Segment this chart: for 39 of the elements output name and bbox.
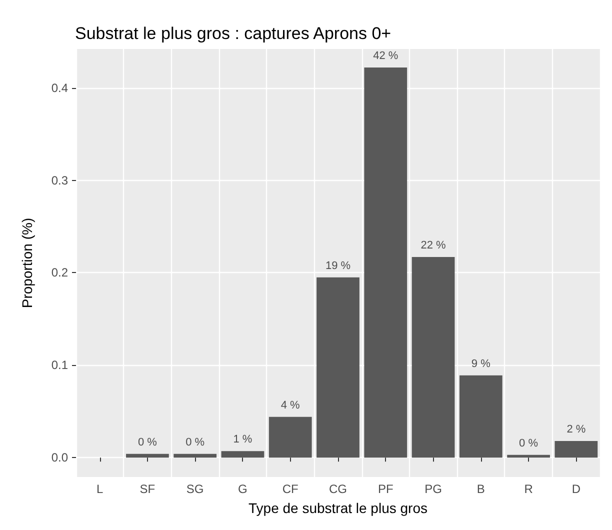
bar	[554, 440, 598, 458]
y-tick-label: 0.1	[51, 358, 68, 372]
data-label: 42 %	[373, 50, 398, 62]
x-tick-label: L	[96, 482, 104, 496]
data-label: 22 %	[420, 239, 446, 252]
x-tick-label: D	[572, 482, 581, 496]
x-tick-label: PF	[378, 482, 394, 496]
chart-title: Substrat le plus gros : captures Aprons 0+	[75, 24, 392, 43]
data-label: 19 %	[325, 260, 351, 272]
x-tick-label: PG	[424, 482, 442, 496]
bar	[221, 451, 264, 458]
y-axis-title: Proportion (%)	[19, 218, 35, 308]
bar	[126, 454, 169, 458]
data-label: 4 %	[280, 399, 300, 412]
x-axis-title: Type de substrat le plus gros	[248, 500, 428, 516]
data-label: 2 %	[566, 423, 586, 436]
bar	[459, 375, 502, 458]
data-label: 0 %	[138, 436, 158, 448]
x-tick-label: SG	[186, 482, 204, 496]
bar	[507, 454, 550, 458]
x-tick-label: G	[238, 482, 248, 496]
y-tick-label: 0.2	[51, 266, 68, 280]
y-tick-label: 0.0	[51, 450, 68, 465]
data-label: 9 %	[471, 358, 491, 370]
y-tick-label: 0.4	[51, 80, 68, 95]
x-tick-label: B	[476, 482, 485, 496]
y-tick-label: 0.3	[51, 173, 68, 188]
x-tick-label: SF	[140, 482, 156, 496]
x-tick-label: CF	[282, 482, 298, 496]
bar	[412, 256, 455, 458]
data-label: 0 %	[519, 437, 538, 450]
data-label: 0 %	[186, 436, 205, 448]
bar	[174, 454, 217, 458]
x-tick-label: CG	[329, 482, 347, 496]
bar	[268, 416, 312, 458]
bar	[316, 277, 360, 458]
data-label: 1 %	[233, 434, 252, 446]
x-tick-label: R	[524, 482, 534, 496]
bar	[364, 67, 408, 458]
